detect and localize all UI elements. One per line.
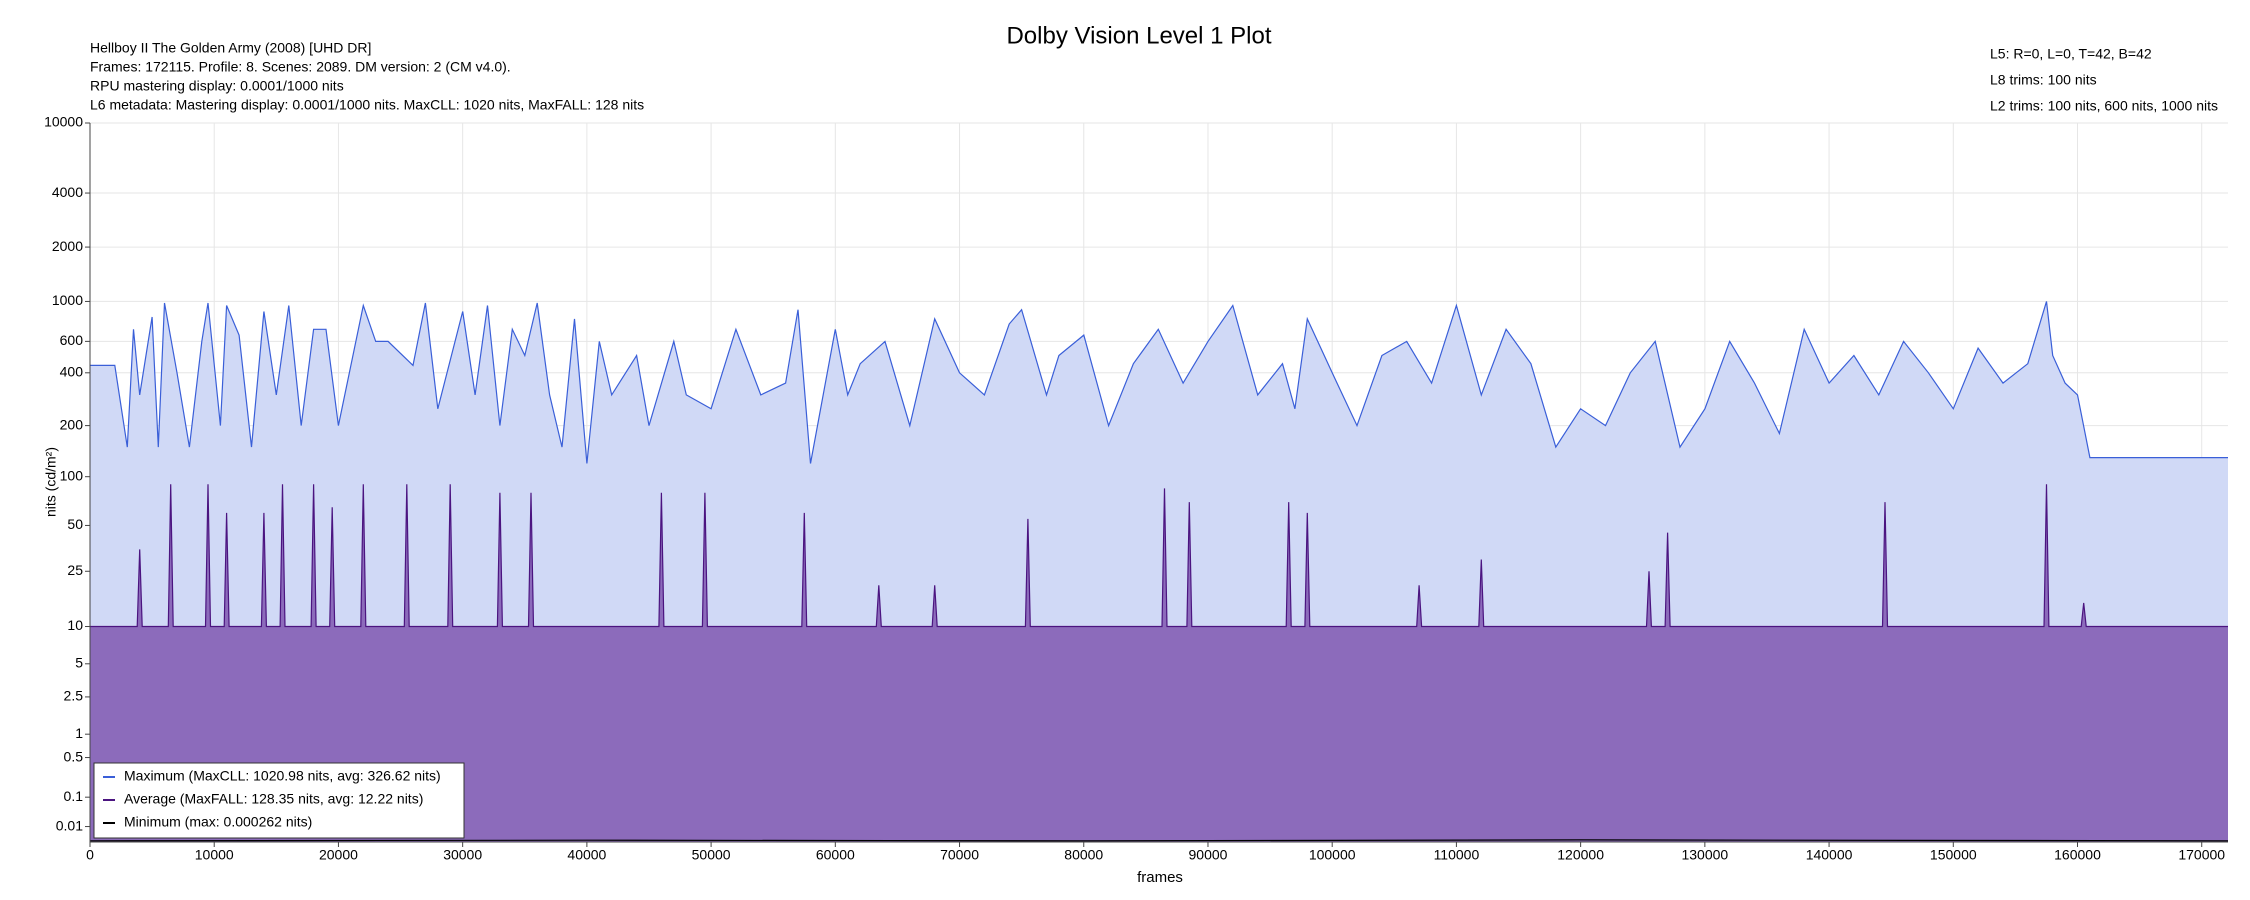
x-tick-label: 160000 [2054, 847, 2101, 863]
x-tick-label: 50000 [692, 847, 731, 863]
y-tick-label: 2000 [52, 238, 83, 254]
y-tick-label: 5 [75, 655, 83, 671]
x-tick-label: 0 [86, 847, 94, 863]
info-line: L5: R=0, L=0, T=42, B=42 [1990, 46, 2152, 62]
x-tick-label: 140000 [1806, 847, 1853, 863]
y-tick-label: 600 [60, 332, 84, 348]
line [89, 839, 2229, 842]
y-tick-label: 10000 [44, 114, 83, 130]
y-tick-label: 0.01 [56, 817, 83, 833]
y-tick-label: 4000 [52, 184, 83, 200]
x-tick-label: 70000 [940, 847, 979, 863]
info-line: L2 trims: 100 nits, 600 nits, 1000 nits [1990, 98, 2218, 114]
x-tick-label: 90000 [1189, 847, 1228, 863]
y-tick-label: 25 [67, 562, 83, 578]
legend-label: Average (MaxFALL: 128.35 nits, avg: 12.2… [124, 791, 423, 807]
info-line: RPU mastering display: 0.0001/1000 nits [90, 78, 344, 94]
y-tick-label: 400 [60, 363, 84, 379]
x-tick-label: 120000 [1557, 847, 1604, 863]
x-axis-label: frames [1137, 869, 1183, 886]
x-tick-label: 170000 [2178, 847, 2225, 863]
x-tick-label: 110000 [1434, 847, 1480, 863]
info-line: Frames: 172115. Profile: 8. Scenes: 2089… [90, 59, 511, 75]
line [90, 301, 2228, 464]
info-line: Hellboy II The Golden Army (2008) [UHD D… [90, 40, 371, 56]
x-tick-label: 60000 [816, 847, 855, 863]
y-axis-label: nits (cd/m²) [43, 447, 59, 517]
x-tick-label: 130000 [1681, 847, 1728, 863]
info-line: L8 trims: 100 nits [1990, 72, 2097, 88]
y-tick-label: 0.1 [64, 788, 84, 804]
y-tick-label: 100 [60, 467, 84, 483]
y-tick-label: 0.5 [64, 748, 84, 764]
x-tick-label: 150000 [1930, 847, 1977, 863]
x-tick-label: 40000 [567, 847, 606, 863]
line [90, 484, 2228, 628]
legend-box [93, 762, 465, 839]
x-tick-label: 20000 [319, 847, 358, 863]
legend-label: Maximum (MaxCLL: 1020.98 nits, avg: 326.… [124, 768, 441, 784]
y-tick-label: 50 [67, 516, 83, 532]
x-tick-label: 10000 [195, 847, 234, 863]
legend-label: Minimum (max: 0.000262 nits) [124, 814, 312, 830]
y-tick-label: 10 [67, 617, 83, 633]
area [90, 484, 2228, 842]
y-tick-label: 2.5 [64, 688, 84, 704]
chart-title: Dolby Vision Level 1 Plot [1006, 22, 1271, 49]
info-line: L6 metadata: Mastering display: 0.0001/1… [90, 97, 644, 113]
y-tick-label: 1 [75, 725, 83, 741]
x-tick-label: 30000 [443, 847, 482, 863]
y-tick-label: 200 [60, 416, 84, 432]
y-tick-label: 1000 [52, 292, 83, 308]
x-tick-label: 80000 [1064, 847, 1103, 863]
x-tick-label: 100000 [1309, 847, 1356, 863]
